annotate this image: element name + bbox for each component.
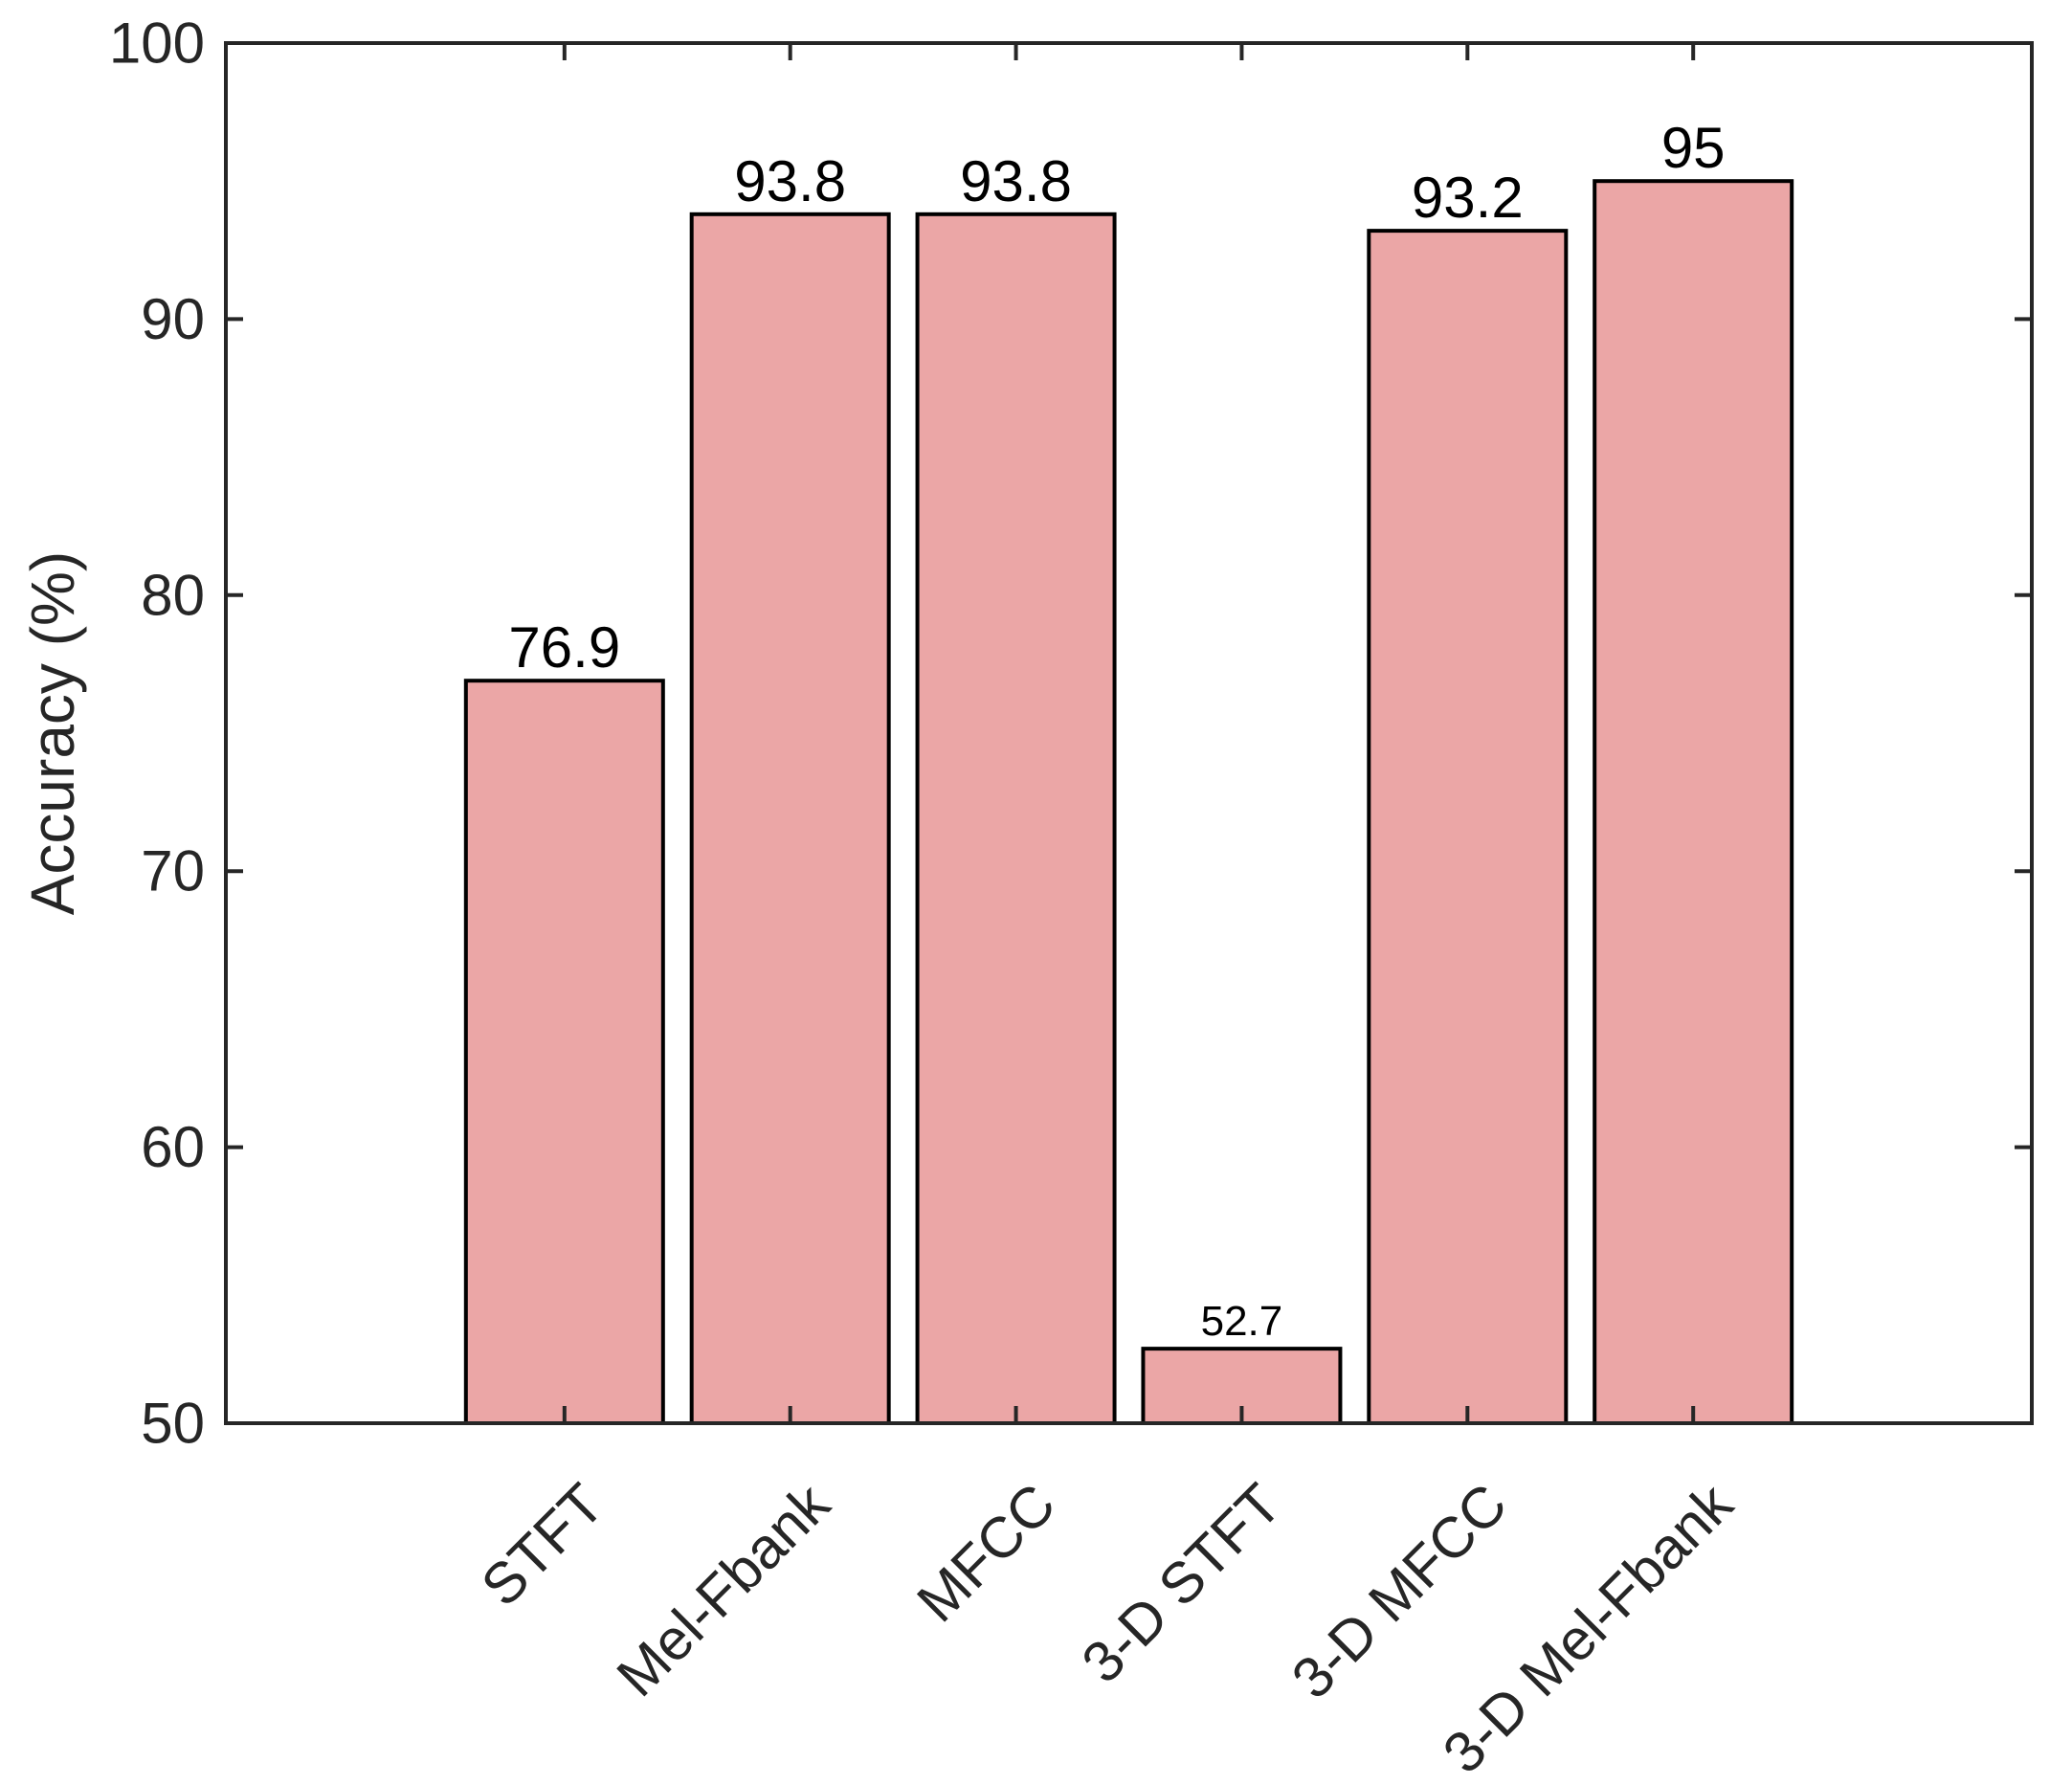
y-tick-label: 80	[141, 563, 205, 627]
bar-3-d-mfcc	[1367, 229, 1569, 1425]
data-labels-group: 76.9 93.8 93.8 52.7 93.2 95	[508, 116, 1725, 1345]
y-tick-label: 60	[141, 1115, 205, 1179]
x-tick-label: 3-D STFT	[1070, 1471, 1294, 1695]
x-tick-label: MFCC	[904, 1471, 1067, 1634]
bar-mfcc	[915, 212, 1117, 1426]
y-tick-label: 100	[109, 11, 205, 76]
y-tick-labels: 50 60 70 80 90 100	[109, 11, 205, 1456]
y-tick-label: 90	[141, 287, 205, 351]
data-label: 76.9	[508, 615, 620, 680]
data-label: 93.8	[960, 149, 1072, 213]
y-tick-label: 50	[141, 1392, 205, 1456]
data-label: 95	[1661, 116, 1726, 180]
x-tick-label: Mel-Fbank	[605, 1471, 842, 1708]
ticks-group	[226, 41, 2032, 1425]
y-tick-label: 70	[141, 839, 205, 904]
data-label: 52.7	[1201, 1298, 1283, 1345]
bars-group	[463, 179, 1794, 1426]
data-label: 93.2	[1412, 166, 1524, 230]
bar-stft	[463, 679, 665, 1425]
bar-3-d-mel-fbank	[1593, 179, 1794, 1426]
plot-frame	[224, 41, 2034, 1425]
x-tick-label: STFT	[469, 1471, 615, 1618]
data-label: 93.8	[734, 149, 846, 213]
x-tick-label: 3-D MFCC	[1280, 1471, 1519, 1710]
y-axis-title: Accuracy (%)	[18, 551, 87, 916]
bar-mel-fbank	[689, 212, 891, 1426]
